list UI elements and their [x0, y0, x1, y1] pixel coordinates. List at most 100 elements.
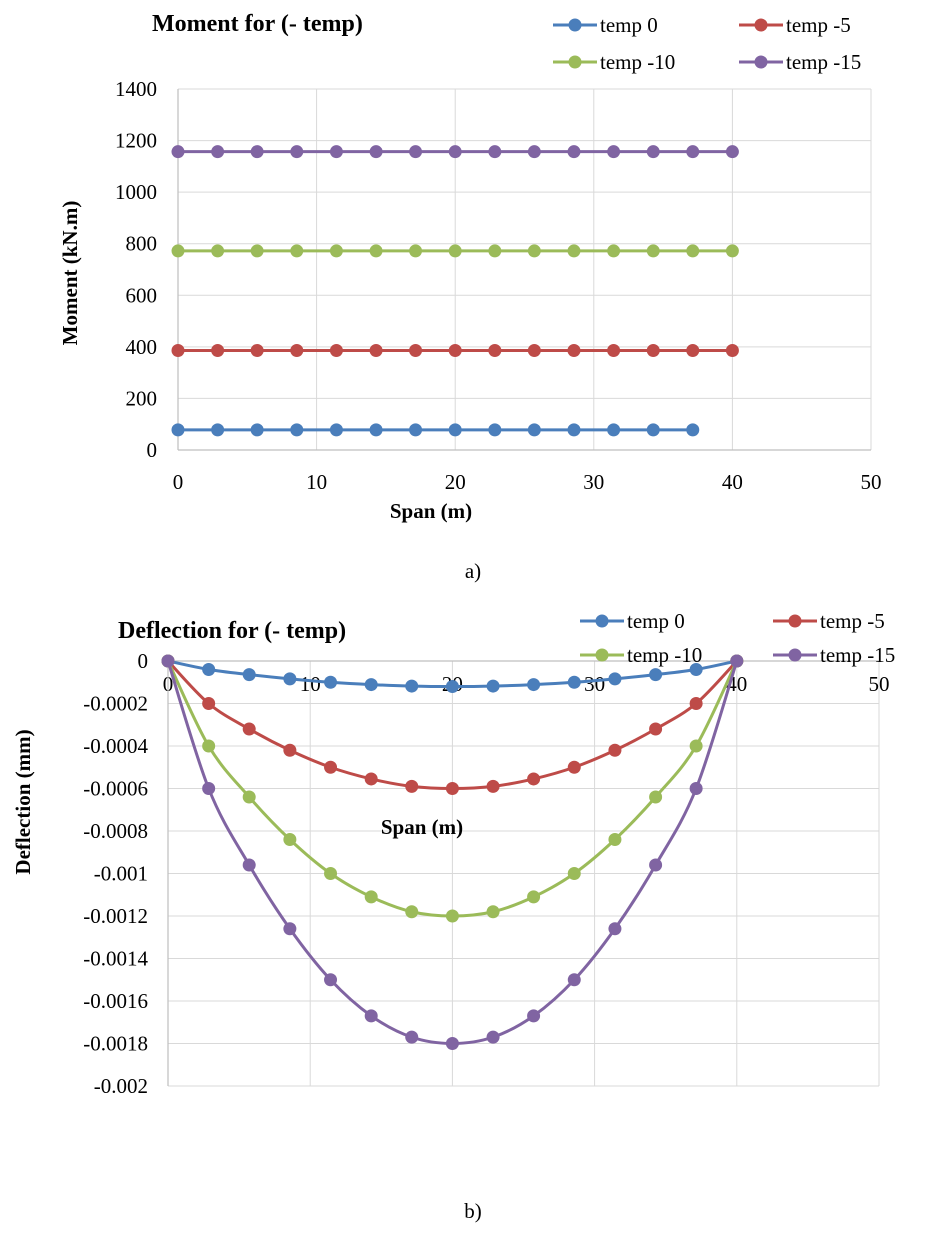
deflection-data-point — [527, 1009, 541, 1023]
deflection-data-point — [364, 772, 378, 786]
moment-y-tick-label: 1000 — [115, 180, 157, 204]
moment-caption: a) — [465, 559, 481, 583]
deflection-data-point — [486, 679, 500, 693]
deflection-data-point — [567, 867, 581, 880]
deflection-data-point — [608, 922, 622, 936]
moment-data-point — [290, 244, 304, 258]
deflection-data-point — [649, 722, 663, 736]
moment-x-tick-label: 40 — [722, 470, 743, 494]
moment-legend-label: temp -15 — [786, 50, 861, 74]
deflection-data-point — [202, 663, 216, 676]
deflection-data-point — [527, 772, 541, 786]
deflection-data-point — [364, 678, 378, 692]
deflection-data-point — [527, 890, 541, 904]
deflection-data-point — [689, 697, 703, 710]
deflection-data-point — [689, 739, 703, 753]
deflection-data-point — [283, 672, 297, 686]
deflection-data-point — [649, 668, 663, 682]
moment-data-point — [527, 423, 541, 437]
moment-data-point — [646, 244, 660, 258]
moment-data-point — [329, 244, 343, 258]
moment-data-point — [409, 145, 423, 159]
moment-data-point — [369, 244, 383, 258]
moment-data-point — [527, 145, 541, 159]
moment-data-point — [686, 244, 700, 258]
moment-data-point — [329, 423, 343, 437]
moment-chart-title: Moment for (- temp) — [152, 11, 363, 37]
deflection-y-tick-label: -0.001 — [94, 862, 148, 886]
moment-data-point — [211, 343, 225, 357]
moment-gridlines — [177, 88, 872, 451]
deflection-data-point — [202, 697, 216, 710]
deflection-data-point — [283, 743, 297, 757]
moment-data-point — [567, 343, 581, 357]
deflection-data-point — [486, 905, 500, 919]
deflection-y-tick-label: -0.0014 — [83, 947, 148, 971]
deflection-data-point — [283, 833, 297, 846]
deflection-chart-title: Deflection for (- temp) — [118, 618, 346, 644]
deflection-series — [161, 654, 744, 1050]
deflection-legend-marker — [595, 648, 609, 662]
deflection-data-point — [527, 678, 541, 692]
moment-data-point — [448, 423, 462, 437]
deflection-data-point — [405, 1030, 419, 1044]
deflection-data-point — [405, 779, 419, 793]
deflection-legend-label: temp -15 — [820, 643, 895, 667]
deflection-data-point — [689, 782, 703, 795]
moment-y-tick-label: 800 — [126, 232, 158, 256]
moment-data-point — [250, 343, 264, 357]
moment-y-axis-title: Moment (kN.m) — [58, 201, 82, 346]
deflection-data-point — [649, 858, 663, 872]
deflection-data-point — [324, 675, 338, 689]
deflection-data-point — [567, 973, 581, 987]
moment-data-point — [567, 145, 581, 159]
moment-data-point — [171, 343, 185, 357]
moment-y-tick-label: 1400 — [115, 77, 157, 101]
deflection-y-tick-label: -0.0012 — [83, 904, 148, 928]
moment-data-point — [725, 244, 739, 258]
moment-data-point — [171, 244, 185, 258]
moment-y-tick-label: 400 — [126, 335, 158, 359]
moment-data-point — [607, 244, 621, 258]
moment-data-point — [290, 145, 304, 159]
deflection-data-point — [567, 675, 581, 689]
deflection-y-tick-label: -0.0008 — [83, 819, 148, 843]
moment-series — [171, 145, 739, 437]
moment-data-point — [329, 343, 343, 357]
moment-axes: 0 10 20 30 40 50 0 200 400 600 800 1000 1200 1400 — [115, 77, 882, 494]
deflection-data-point — [405, 679, 419, 693]
moment-data-point — [646, 423, 660, 437]
moment-legend-marker — [754, 18, 768, 32]
moment-data-point — [211, 244, 225, 258]
deflection-axes: 010203040500-0.0002-0.0004-0.0006-0.0008… — [83, 649, 889, 1098]
moment-data-point — [607, 145, 621, 159]
deflection-data-point — [242, 722, 256, 736]
moment-legend-label: temp -10 — [600, 50, 675, 74]
moment-data-point — [646, 343, 660, 357]
moment-y-tick-label: 1200 — [115, 129, 157, 153]
moment-data-point — [171, 423, 185, 437]
moment-legend-marker — [568, 55, 582, 69]
deflection-y-tick-label: -0.0006 — [83, 777, 148, 801]
moment-data-point — [290, 423, 304, 437]
moment-data-point — [646, 145, 660, 159]
deflection-legend-label: temp -10 — [627, 643, 702, 667]
moment-data-point — [369, 423, 383, 437]
moment-legend-marker — [754, 55, 768, 69]
moment-x-tick-label: 0 — [173, 470, 184, 494]
deflection-data-point — [242, 790, 256, 804]
deflection-legend-marker — [788, 648, 802, 662]
deflection-data-point — [324, 760, 338, 774]
moment-data-point — [448, 244, 462, 258]
moment-data-point — [211, 145, 225, 159]
moment-data-point — [250, 145, 264, 159]
deflection-legend-marker — [595, 614, 609, 628]
deflection-data-point — [405, 905, 419, 919]
deflection-data-point — [324, 973, 338, 987]
deflection-data-point — [161, 654, 175, 668]
moment-data-point — [211, 423, 225, 437]
moment-x-axis-title: Span (m) — [390, 499, 472, 523]
moment-legend-label: temp -5 — [786, 13, 851, 37]
deflection-data-point — [445, 680, 459, 693]
